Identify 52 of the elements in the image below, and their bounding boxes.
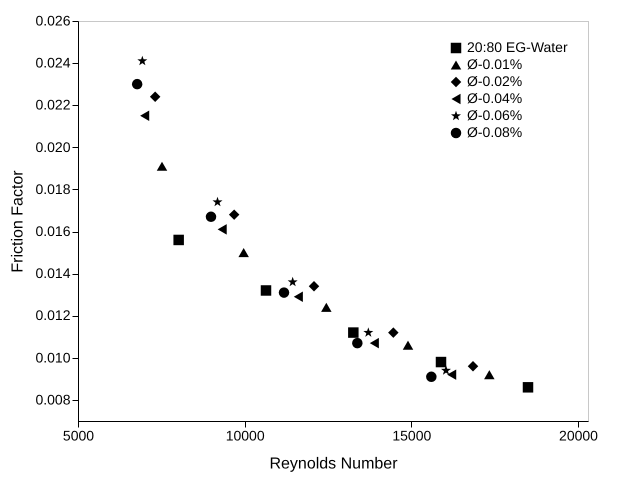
point — [363, 327, 374, 337]
point — [212, 196, 222, 206]
point — [468, 361, 478, 372]
point — [426, 372, 437, 382]
point — [348, 327, 359, 338]
y-tick-label: 0.012 — [35, 307, 71, 324]
y-tick-label: 0.014 — [35, 265, 71, 282]
point — [370, 338, 379, 348]
point — [308, 281, 320, 292]
point — [140, 110, 150, 121]
y-tick-label: 0.026 — [35, 12, 71, 28]
point — [352, 338, 363, 348]
point — [150, 92, 160, 102]
legend-label: Ø-0.02% — [467, 73, 522, 89]
point — [238, 248, 249, 258]
legend-label: Ø-0.08% — [467, 124, 522, 140]
point — [132, 78, 142, 90]
point — [218, 224, 227, 235]
point — [156, 162, 168, 171]
legend-label: Ø-0.06% — [467, 107, 522, 123]
point — [137, 56, 148, 66]
y-tick-label: 0.008 — [35, 391, 71, 408]
point — [484, 370, 495, 380]
point — [402, 340, 414, 350]
x-tick-label: 15000 — [392, 428, 432, 444]
y-tick-label: 0.024 — [35, 54, 71, 71]
y-tick-label: 0.010 — [35, 349, 71, 366]
y-axis-title: Friction Factor — [9, 170, 26, 273]
point — [294, 292, 303, 302]
point — [278, 287, 290, 298]
legend-label: Ø-0.01% — [467, 56, 522, 72]
point — [206, 212, 216, 222]
legend-label: Ø-0.04% — [467, 90, 522, 106]
legend-label: 20:80 EG-Water — [467, 39, 568, 55]
point — [388, 327, 399, 338]
y-tick-label: 0.022 — [35, 96, 71, 113]
point — [173, 234, 184, 246]
y-tick-label: 0.018 — [35, 180, 71, 197]
y-tick-label: 0.020 — [35, 138, 71, 155]
point — [228, 209, 240, 220]
y-tick-label: 0.016 — [35, 223, 71, 240]
x-tick-label: 20000 — [559, 428, 598, 444]
point — [321, 302, 332, 312]
x-axis-title: Reynolds Number — [269, 456, 398, 472]
point — [260, 285, 272, 296]
point — [447, 369, 456, 380]
point — [522, 382, 534, 393]
point — [436, 356, 446, 368]
point — [441, 365, 451, 375]
x-tick-label: 5000 — [62, 428, 94, 444]
point — [288, 276, 298, 286]
x-tick-label: 10000 — [226, 428, 265, 444]
